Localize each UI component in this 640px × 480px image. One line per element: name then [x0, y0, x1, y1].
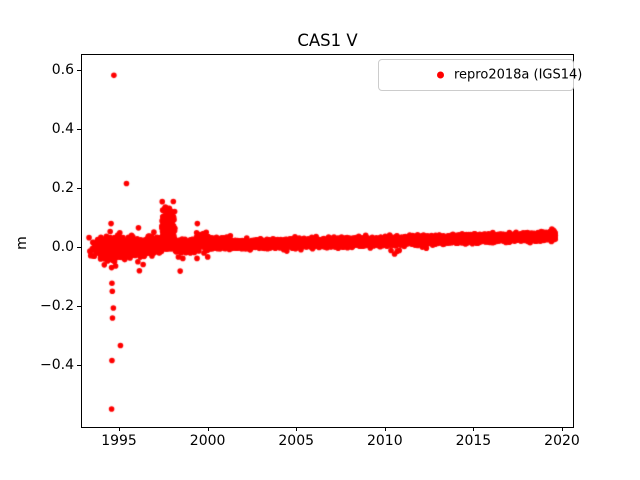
y-tick-mark	[77, 365, 81, 366]
y-tick-label: 0.2	[51, 179, 74, 196]
x-tick-mark	[473, 427, 475, 431]
legend-marker-dot-icon	[437, 71, 444, 79]
x-tick-label: 2010	[366, 433, 403, 449]
x-tick-label: 2015	[455, 433, 492, 449]
chart-title: CAS1 V	[297, 31, 358, 50]
y-tick-label: 0.6	[51, 61, 74, 78]
y-axis-label: m	[14, 236, 30, 250]
y-tick-mark	[77, 128, 81, 130]
y-tick-mark	[77, 246, 81, 248]
x-tick-mark	[384, 427, 386, 431]
legend-label: repro2018a (IGS14)	[454, 67, 583, 83]
y-tick-label: 0.0	[51, 238, 74, 255]
x-tick-mark	[207, 427, 209, 431]
x-tick-mark	[562, 427, 563, 431]
scatter-points-canvas	[82, 55, 573, 427]
y-tick-mark	[77, 187, 81, 189]
x-tick-mark	[296, 427, 298, 431]
x-tick-label: 1995	[101, 433, 137, 449]
plot-area: repro2018a (IGS14) 1995 2000 2005 2010 2015 2…	[40, 54, 582, 449]
y-tick-label: 0.4	[51, 120, 74, 137]
x-tick-mark	[119, 427, 121, 431]
y-tick-label: −0.2	[40, 297, 74, 314]
y-tick-mark	[77, 69, 81, 71]
x-tick-label: 2000	[189, 433, 226, 449]
y-tick-mark	[77, 305, 81, 307]
y-tick-label: −0.4	[40, 357, 74, 373]
x-tick-label: 2020	[544, 433, 580, 449]
legend: repro2018a (IGS14)	[378, 59, 582, 91]
x-tick-label: 2005	[278, 433, 315, 449]
